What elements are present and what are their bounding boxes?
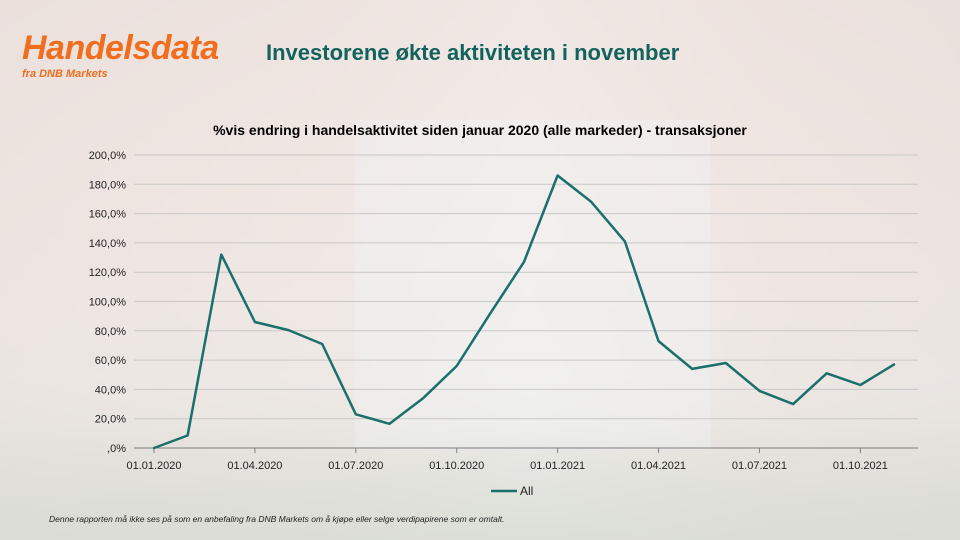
disclaimer-text: Denne rapporten må ikke ses på som en an… bbox=[49, 514, 505, 524]
y-tick-label: 80,0% bbox=[95, 326, 126, 338]
x-tick-label: 01.04.2020 bbox=[227, 460, 282, 472]
x-tick-label: 01.01.2020 bbox=[126, 460, 181, 472]
y-tick-label: 60,0% bbox=[95, 355, 126, 367]
brand-subtitle: fra DNB Markets bbox=[22, 68, 108, 80]
chart-title: %vis endring i handelsaktivitet siden ja… bbox=[213, 122, 747, 138]
y-tick-label: 140,0% bbox=[89, 238, 127, 250]
chart-gridlines bbox=[134, 154, 918, 420]
y-tick-label: 160,0% bbox=[89, 209, 127, 221]
x-tick-label: 01.07.2021 bbox=[732, 460, 787, 472]
y-tick-label: 100,0% bbox=[89, 297, 127, 309]
series-line-all bbox=[152, 174, 896, 450]
y-tick-label: 40,0% bbox=[95, 384, 126, 396]
y-tick-label: ,0% bbox=[107, 443, 126, 455]
chart-series bbox=[152, 174, 896, 450]
brand-logo: Handelsdata fra DNB Markets bbox=[22, 30, 219, 80]
page-headline: Investorene økte aktiviteten i november bbox=[266, 40, 680, 65]
y-tick-label: 200,0% bbox=[89, 150, 127, 162]
brand-title: Handelsdata bbox=[22, 29, 219, 67]
x-tick-label: 01.04.2021 bbox=[631, 460, 686, 472]
x-tick-label: 01.01.2021 bbox=[530, 460, 585, 472]
x-axis: 01.01.2020 01.04.2020 01.07.2020 01.10.2020… bbox=[126, 447, 918, 472]
legend-label: All bbox=[520, 484, 533, 498]
x-tick-label: 01.10.2021 bbox=[833, 460, 888, 472]
y-axis-ticks: 200,0% 180,0% 160,0% 140,0% 120,0% 100,0% 80,0… bbox=[89, 150, 127, 455]
chart-legend: All bbox=[491, 484, 533, 498]
y-tick-label: 120,0% bbox=[89, 267, 127, 279]
y-tick-label: 180,0% bbox=[89, 179, 127, 191]
y-tick-label: 20,0% bbox=[95, 414, 126, 426]
x-tick-label: 01.07.2020 bbox=[328, 460, 383, 472]
x-tick-label: 01.10.2020 bbox=[429, 460, 484, 472]
